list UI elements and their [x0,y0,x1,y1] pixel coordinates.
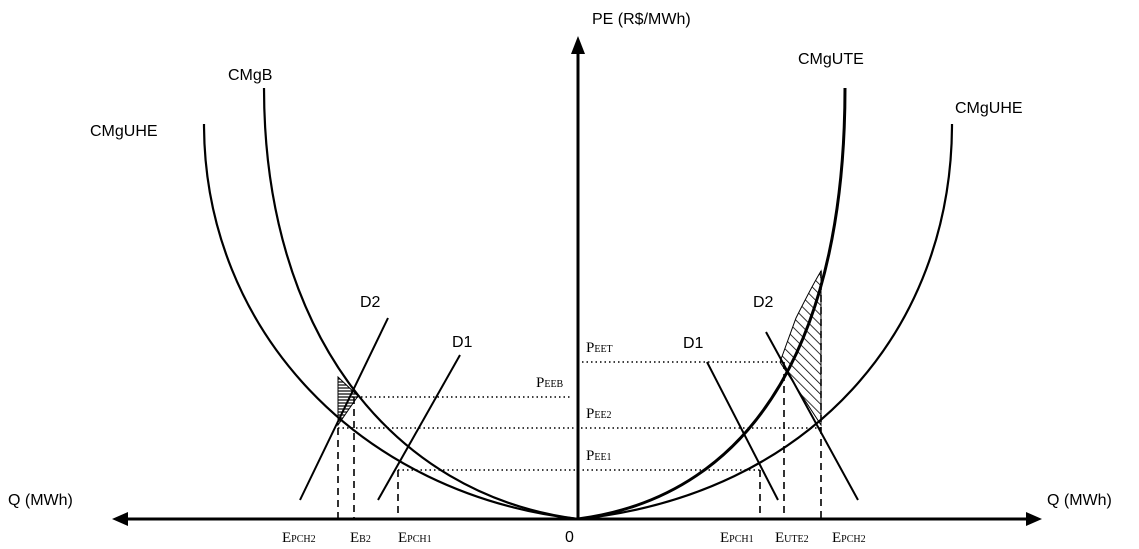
pee1-label: PEE1 [586,448,612,464]
d2-right-line [765,331,859,501]
cmg-uhe-right-label: CMgUHE [955,100,1023,117]
d2-left-label: D2 [360,294,381,311]
x-axis-label-left: Q (MWh) [8,492,73,509]
d1-left-label: D1 [452,334,473,351]
y-axis-arrowhead [571,36,585,54]
d1-right-label: D1 [683,335,704,352]
cmg-uhe-left-label: CMgUHE [90,123,158,140]
eb2-label: EB2 [350,530,371,546]
origin-label: 0 [565,529,574,546]
cmg-uhe-left-curve [202,123,579,521]
d2-right-label: D2 [753,294,774,311]
eute2-label: EUTE2 [775,530,809,546]
epch2-left-label: EPCH2 [282,530,316,546]
d2-left-line [299,317,389,501]
peet-label: PEET [586,340,613,356]
pee2-label: PEE2 [586,406,612,422]
cmg-b-label: CMgB [228,67,272,84]
x-axis-left-arrowhead [112,512,128,526]
d1-right-line [706,361,779,501]
epch1-left-label: EPCH1 [398,530,432,546]
epch2-right-label: EPCH2 [832,530,866,546]
peeb-label: PEEB [536,375,564,391]
cmg-b-curve [262,87,579,521]
x-axis-right-arrowhead [1026,512,1042,526]
cmg-uhe-right-curve [577,123,954,521]
cmg-ute-label: CMgUTE [798,51,864,68]
epch1-right-label: EPCH1 [720,530,754,546]
x-axis-label-right: Q (MWh) [1047,492,1112,509]
cmg-ute-curve [577,87,847,521]
y-axis-label: PE (R$/MWh) [592,11,691,28]
